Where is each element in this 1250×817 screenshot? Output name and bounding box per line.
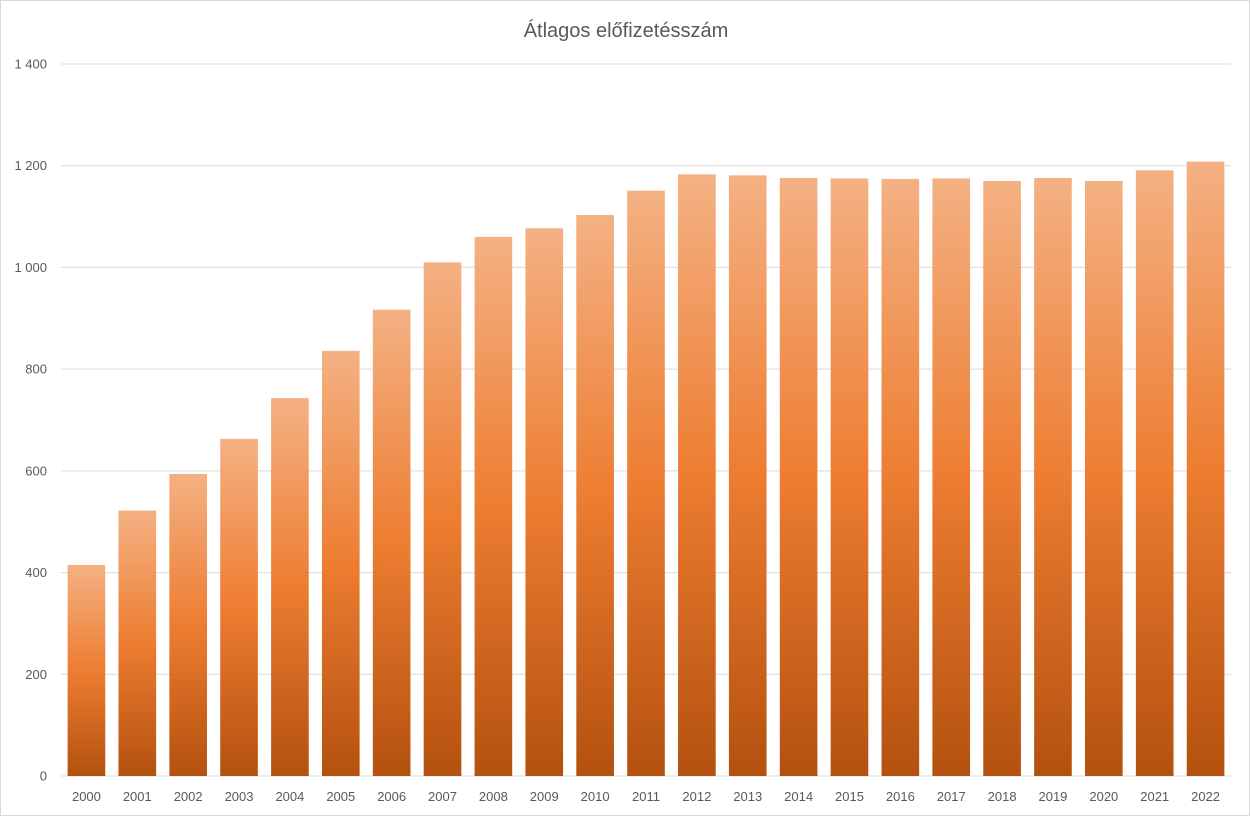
y-tick-label: 1 000 <box>14 260 47 275</box>
y-tick-label: 600 <box>25 463 47 478</box>
x-tick-label: 2015 <box>835 789 864 804</box>
bar-2002 <box>169 473 207 776</box>
bar-2019 <box>1034 177 1072 777</box>
x-tick-label: 2021 <box>1140 789 1169 804</box>
y-tick-label: 1 200 <box>14 158 47 173</box>
bar-2016 <box>881 178 920 777</box>
bar-2017 <box>932 178 971 776</box>
x-tick-label: 2007 <box>428 789 457 804</box>
x-tick-label: 2013 <box>733 789 762 804</box>
bar-2000 <box>67 564 106 776</box>
x-tick-label: 2012 <box>682 789 711 804</box>
bar-2010 <box>576 215 614 776</box>
bar-2014 <box>779 177 818 777</box>
bar-2015 <box>830 178 869 776</box>
x-axis-ticks: 2000 2001 2002 2003 2004 2005 2006 2007 2008 2009… <box>72 789 1220 804</box>
bar-2008 <box>474 236 513 776</box>
bar-2006 <box>372 309 411 776</box>
x-tick-label: 2011 <box>632 789 660 804</box>
x-tick-label: 2017 <box>937 789 966 804</box>
x-tick-label: 2010 <box>581 789 610 804</box>
bar-2003 <box>220 438 258 776</box>
bars <box>67 161 1225 777</box>
x-tick-label: 2003 <box>225 789 254 804</box>
bar-2009 <box>525 228 564 777</box>
y-tick-label: 200 <box>25 667 47 682</box>
x-tick-label: 2020 <box>1089 789 1118 804</box>
x-tick-label: 2018 <box>988 789 1017 804</box>
x-tick-label: 2001 <box>123 789 152 804</box>
y-tick-label: 1 400 <box>14 57 47 72</box>
x-tick-label: 2004 <box>275 789 304 804</box>
bar-2021 <box>1135 170 1174 776</box>
bar-2004 <box>271 398 309 776</box>
y-tick-label: 800 <box>25 362 47 377</box>
bar-2020 <box>1085 180 1123 776</box>
bar-2011 <box>627 190 665 777</box>
x-tick-label: 2019 <box>1038 789 1067 804</box>
bar-2007 <box>423 262 462 776</box>
x-tick-label: 2002 <box>174 789 203 804</box>
bar-2012 <box>678 174 716 777</box>
x-tick-label: 2008 <box>479 789 508 804</box>
bar-2001 <box>118 510 157 776</box>
x-tick-label: 2016 <box>886 789 915 804</box>
x-tick-label: 2009 <box>530 789 559 804</box>
y-tick-label: 0 <box>40 769 47 784</box>
x-tick-label: 2022 <box>1191 789 1220 804</box>
bar-2013 <box>728 175 767 776</box>
x-tick-label: 2014 <box>784 789 813 804</box>
chart-title: Átlagos előfizetésszám <box>524 19 729 42</box>
bar-2005 <box>321 350 360 776</box>
y-axis-ticks: 0 200 400 600 800 1 000 1 200 1 400 <box>14 57 47 784</box>
y-tick-label: 400 <box>25 565 47 580</box>
bar-2018 <box>983 180 1021 776</box>
x-tick-label: 2000 <box>72 789 101 804</box>
bar-2022 <box>1186 161 1225 776</box>
x-tick-label: 2005 <box>326 789 355 804</box>
x-tick-label: 2006 <box>377 789 406 804</box>
